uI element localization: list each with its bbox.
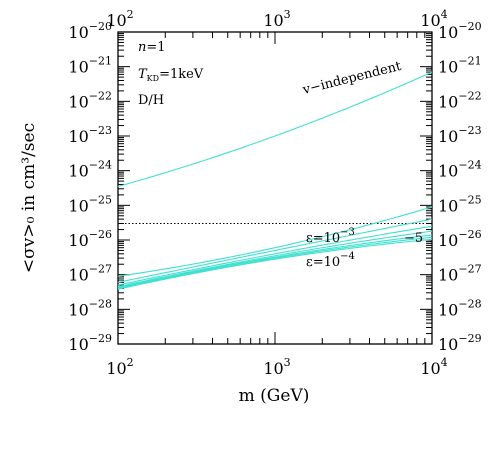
curves (117, 71, 433, 290)
series-line-1 (117, 206, 433, 277)
param-tkd: TKD=1keV (138, 67, 204, 83)
param-n: n=1 (138, 40, 166, 55)
y-axis-title: <σv>₀ in cm³/sec (19, 123, 39, 273)
series-line-7 (117, 238, 433, 290)
y-tick-label-right: 10−20 (438, 20, 482, 42)
y-tick-label-right: 10−25 (438, 193, 482, 215)
x-tick-label: 102 (106, 356, 133, 378)
label-eps-1e-3: ε=10−3 (306, 227, 355, 246)
ticks (117, 31, 433, 345)
param-ratio: D/H (138, 93, 164, 108)
y-tick-label: 10−26 (68, 228, 112, 250)
label-eps-1e-5: −5 (404, 231, 423, 246)
label-eps-1e-4-base: ε=10 (306, 255, 340, 270)
y-tick-label-right: 10−23 (438, 124, 482, 146)
series-line-0 (117, 71, 433, 187)
series-line-5 (117, 234, 433, 289)
label-eps-1e-3-base: ε=10 (306, 231, 340, 246)
x-tick-label-top: 104 (420, 8, 447, 30)
y-tick-label: 10−25 (68, 193, 112, 215)
param-t-sub: KD (147, 74, 159, 83)
x-tick-label: 104 (420, 356, 447, 378)
param-n-name: n (138, 40, 146, 55)
param-t-name: T (138, 67, 148, 82)
series-line-4 (117, 230, 433, 288)
label-eps-1e-3-exp: −3 (340, 227, 355, 238)
y-tick-label-right: 10−22 (438, 89, 482, 111)
y-tick-label: 10−20 (68, 20, 112, 42)
x-axis-title: m (GeV) (239, 386, 310, 406)
y-tick-label-right: 10−27 (438, 263, 482, 285)
y-tick-label-right: 10−21 (438, 55, 482, 77)
y-tick-label: 10−21 (68, 55, 112, 77)
y-tick-label-right: 10−28 (438, 297, 482, 319)
y-tick-label-right: 10−29 (438, 332, 482, 354)
y-tick-label-right: 10−24 (438, 159, 482, 181)
series-line-3 (117, 225, 433, 286)
y-tick-label: 10−27 (68, 263, 112, 285)
param-t-value: =1keV (159, 67, 204, 82)
label-eps-1e-4: ε=10−4 (306, 251, 355, 270)
series-line-2 (117, 218, 433, 283)
label-eps-1e-4-exp: −4 (340, 251, 355, 262)
label-v-independent: v−independent (300, 59, 403, 98)
param-n-value: =1 (146, 40, 165, 55)
y-tick-label: 10−23 (68, 124, 112, 146)
y-tick-label: 10−24 (68, 159, 112, 181)
x-tick-label-top: 102 (106, 8, 133, 30)
y-tick-label: 10−22 (68, 89, 112, 111)
x-tick-label: 103 (263, 356, 290, 378)
y-tick-label: 10−29 (68, 332, 112, 354)
y-tick-label-right: 10−26 (438, 228, 482, 250)
series-line-6 (117, 236, 433, 289)
y-tick-label: 10−28 (68, 297, 112, 319)
x-tick-label-top: 103 (263, 8, 290, 30)
